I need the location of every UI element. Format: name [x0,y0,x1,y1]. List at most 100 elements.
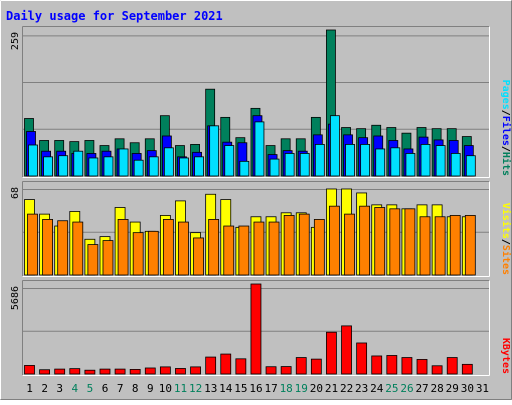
x-tick-label-day-29: 29 [446,382,459,395]
x-tick-label-day-6: 6 [102,382,109,395]
bar-kbytes-day-9 [144,367,156,375]
bar-sites-day-18 [283,215,295,276]
bar-pages-day-18 [284,153,295,177]
legend-separator: / [500,239,511,245]
bar-sites-day-4 [72,221,84,276]
panel-hits-files-pages-legend: Pages/Files/Hits [500,80,512,176]
legend-separator: / [500,146,511,152]
x-tick-label-day-19: 19 [295,382,308,395]
x-tick-label-day-11: 11 [174,382,187,395]
panel-kbytes-legend: KBytes [500,338,511,374]
bar-pages-day-10 [163,147,174,177]
x-tick-label-day-8: 8 [132,382,139,395]
x-tick-label-day-30: 30 [461,382,474,395]
bar-pages-day-8 [133,159,144,177]
bar-kbytes-day-15 [235,358,247,375]
x-tick-label-day-16: 16 [249,382,262,395]
panel-visits-sites-ymax-label: 68 [10,187,21,199]
bar-kbytes-day-27 [416,359,428,375]
bar-sites-day-22 [344,213,355,276]
x-tick-label-day-28: 28 [431,382,444,395]
bar-sites-day-19 [298,213,310,276]
bar-pages-day-14 [224,145,235,177]
bar-kbytes-day-4 [69,368,81,375]
bar-pages-day-15 [239,160,250,177]
bar-kbytes-day-21 [326,331,337,375]
panel-visits-sites-legend: Visits/Sites [500,203,512,275]
bar-pages-day-27 [420,144,431,177]
bar-sites-day-20 [313,219,325,276]
bar-pages-day-6 [103,156,114,177]
bar-sites-day-30 [464,215,476,276]
bar-kbytes-day-14 [220,353,232,375]
bar-kbytes-day-6 [99,368,111,375]
x-tick-label-day-5: 5 [87,382,94,395]
bar-sites-day-6 [102,240,114,276]
bar-pages-day-24 [375,148,386,177]
bar-kbytes-day-5 [84,369,96,375]
bar-kbytes-day-16 [250,283,262,375]
bar-kbytes-day-1 [24,365,35,375]
bar-pages-day-3 [58,155,69,177]
bar-pages-day-20 [314,144,325,177]
x-tick-label-day-9: 9 [147,382,154,395]
x-tick-label-day-22: 22 [340,382,353,395]
bar-kbytes-day-13 [205,356,217,375]
bar-kbytes-day-2 [39,369,50,375]
bar-sites-day-24 [374,207,386,276]
bar-sites-day-11 [178,221,189,276]
bar-pages-day-16 [254,121,265,177]
bar-sites-day-16 [253,221,265,276]
bar-sites-day-2 [42,219,53,276]
bar-pages-day-28 [435,145,446,177]
legend-item-visits: Visits [500,203,512,239]
bar-kbytes-day-8 [129,369,141,375]
bar-kbytes-day-3 [54,368,66,375]
x-tick-label-day-17: 17 [264,382,277,395]
bar-sites-day-13 [208,219,220,276]
bar-pages-day-22 [345,144,355,177]
bar-pages-day-17 [269,158,280,177]
bar-pages-day-9 [148,156,159,177]
bar-pages-day-2 [43,156,53,177]
bar-kbytes-day-22 [341,325,352,375]
bar-sites-day-5 [87,244,99,276]
bar-kbytes-day-30 [461,363,473,375]
bar-kbytes-day-29 [446,357,458,375]
x-tick-label-day-7: 7 [117,382,124,395]
bar-kbytes-day-18 [280,366,292,375]
x-tick-label-day-14: 14 [219,382,233,395]
x-tick-label-day-20: 20 [310,382,323,395]
x-tick-label-day-2: 2 [41,382,48,395]
bar-kbytes-day-24 [371,355,383,375]
legend-item-pages: Pages [500,80,511,110]
bar-sites-day-21 [329,205,340,276]
bar-pages-day-7 [118,148,129,177]
bar-sites-day-23 [359,205,371,276]
bar-pages-day-23 [360,144,371,177]
chart-title: Daily usage for September 2021 [6,9,223,23]
bar-sites-day-8 [132,232,144,276]
x-tick-label-day-25: 25 [385,382,398,395]
bar-pages-day-30 [465,155,476,177]
bar-pages-day-26 [405,153,416,177]
bar-sites-day-1 [27,213,38,276]
x-tick-label-day-27: 27 [415,382,428,395]
bar-pages-day-5 [88,157,99,177]
bar-pages-day-21 [330,115,340,177]
x-tick-label-day-3: 3 [56,382,63,395]
legend-item-hits: Hits [500,152,512,176]
legend-separator: / [500,110,511,116]
bar-pages-day-13 [209,125,220,177]
bar-pages-day-12 [194,156,204,177]
x-tick-label-day-24: 24 [370,382,384,395]
bar-pages-day-4 [73,150,84,177]
bar-sites-day-29 [449,215,461,276]
x-tick-label-day-15: 15 [234,382,247,395]
bar-sites-day-17 [268,221,280,276]
bar-kbytes-day-28 [431,365,443,375]
bar-sites-day-7 [117,219,129,276]
bar-kbytes-day-17 [265,366,277,375]
